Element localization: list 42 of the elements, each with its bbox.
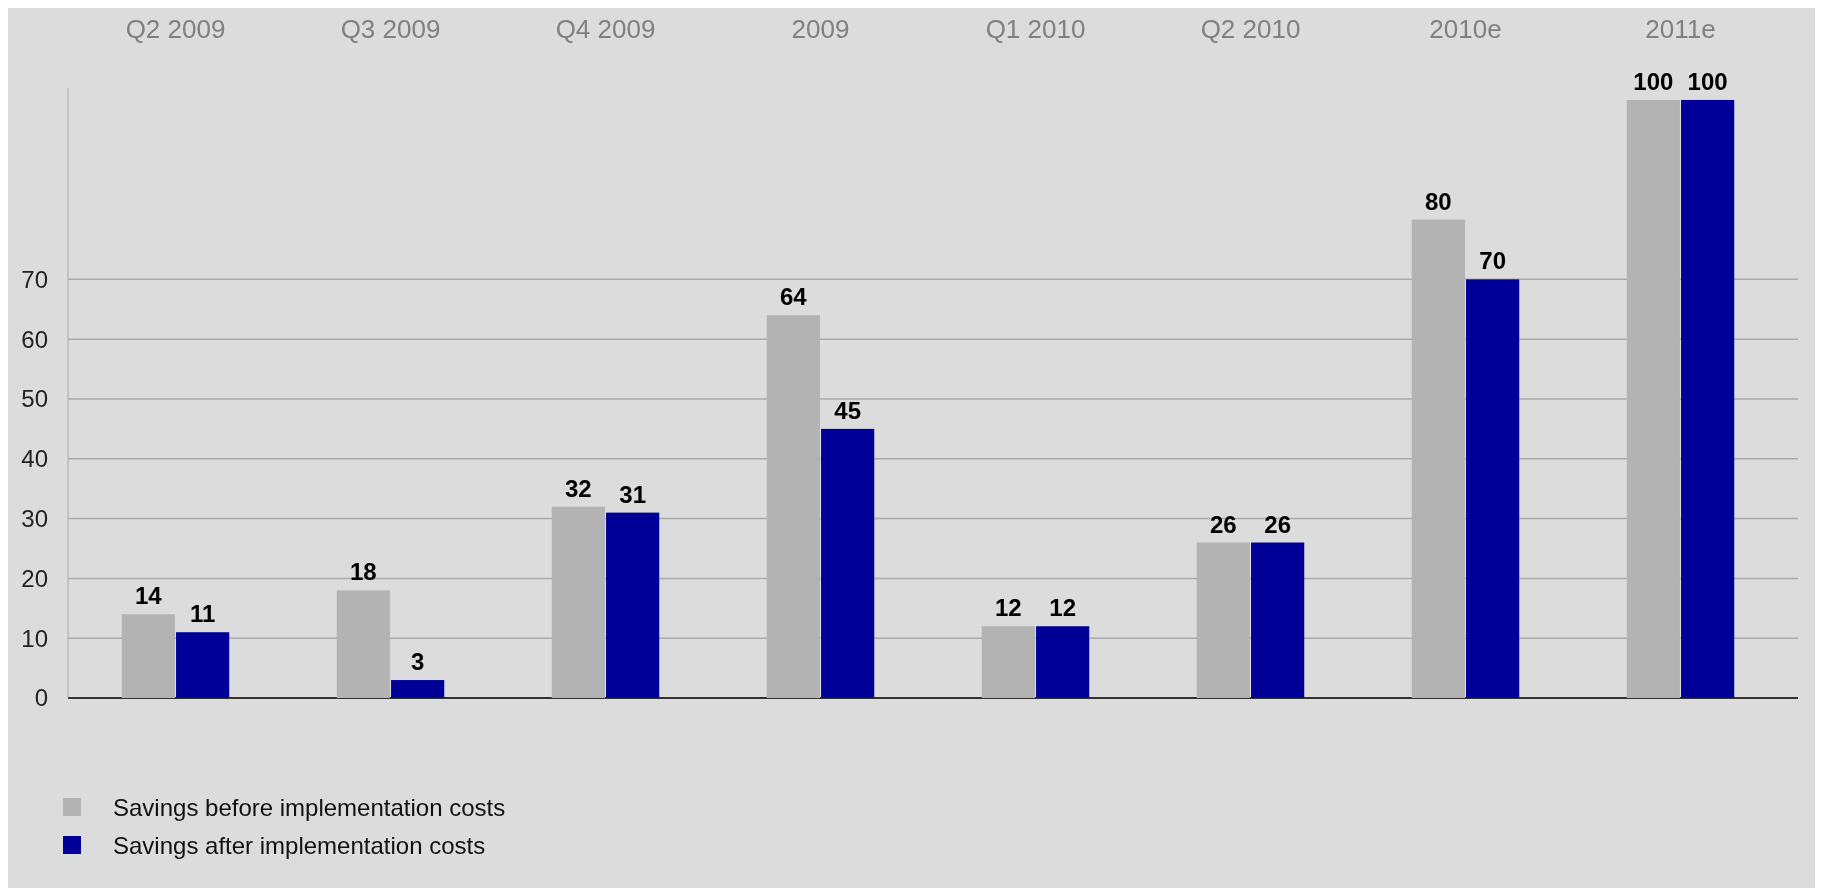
y-tick-label: 70 (21, 265, 48, 293)
y-tick-label: 30 (21, 504, 48, 532)
y-tick-label: 50 (21, 385, 48, 413)
data-label: 80 (1425, 187, 1452, 215)
legend-label: Savings after implementation costs (113, 832, 486, 860)
data-label: 70 (1479, 247, 1506, 275)
bar (1466, 279, 1520, 698)
y-tick-label: 60 (21, 325, 48, 353)
x-tick-label: 2009 (791, 14, 850, 44)
bar (821, 428, 875, 698)
data-label: 26 (1210, 510, 1237, 538)
data-label: 64 (780, 283, 808, 311)
x-tick-label: Q2 2009 (125, 14, 226, 44)
x-tick-label: Q1 2010 (985, 14, 1086, 44)
data-label: 26 (1264, 510, 1291, 538)
data-label: 18 (350, 558, 377, 586)
data-label: 100 (1633, 67, 1674, 95)
x-tick-label: 2011e (1645, 14, 1716, 44)
bar (391, 680, 445, 698)
y-tick-label: 40 (21, 445, 48, 473)
bar (1036, 626, 1090, 698)
x-tick-label: 2010e (1429, 14, 1502, 44)
legend-label: Savings before implementation costs (113, 794, 506, 822)
x-tick-label: Q2 2010 (1200, 14, 1301, 44)
data-label: 32 (565, 474, 592, 502)
data-label: 11 (189, 600, 216, 628)
data-label: 3 (410, 648, 425, 676)
data-label: 14 (135, 582, 163, 610)
data-label: 100 (1687, 67, 1728, 95)
bar (1251, 542, 1305, 698)
y-tick-label: 0 (34, 684, 48, 712)
bar (176, 632, 230, 698)
y-tick-label: 20 (21, 564, 48, 592)
x-tick-label: Q3 2009 (340, 14, 441, 44)
x-tick-label: Q4 2009 (555, 14, 656, 44)
data-label: 45 (834, 396, 861, 424)
data-label: 31 (619, 480, 646, 508)
bar (606, 512, 660, 698)
y-tick-label: 10 (21, 624, 48, 652)
bar (1681, 99, 1735, 698)
data-label: 12 (1049, 594, 1076, 622)
data-label: 12 (995, 594, 1022, 622)
